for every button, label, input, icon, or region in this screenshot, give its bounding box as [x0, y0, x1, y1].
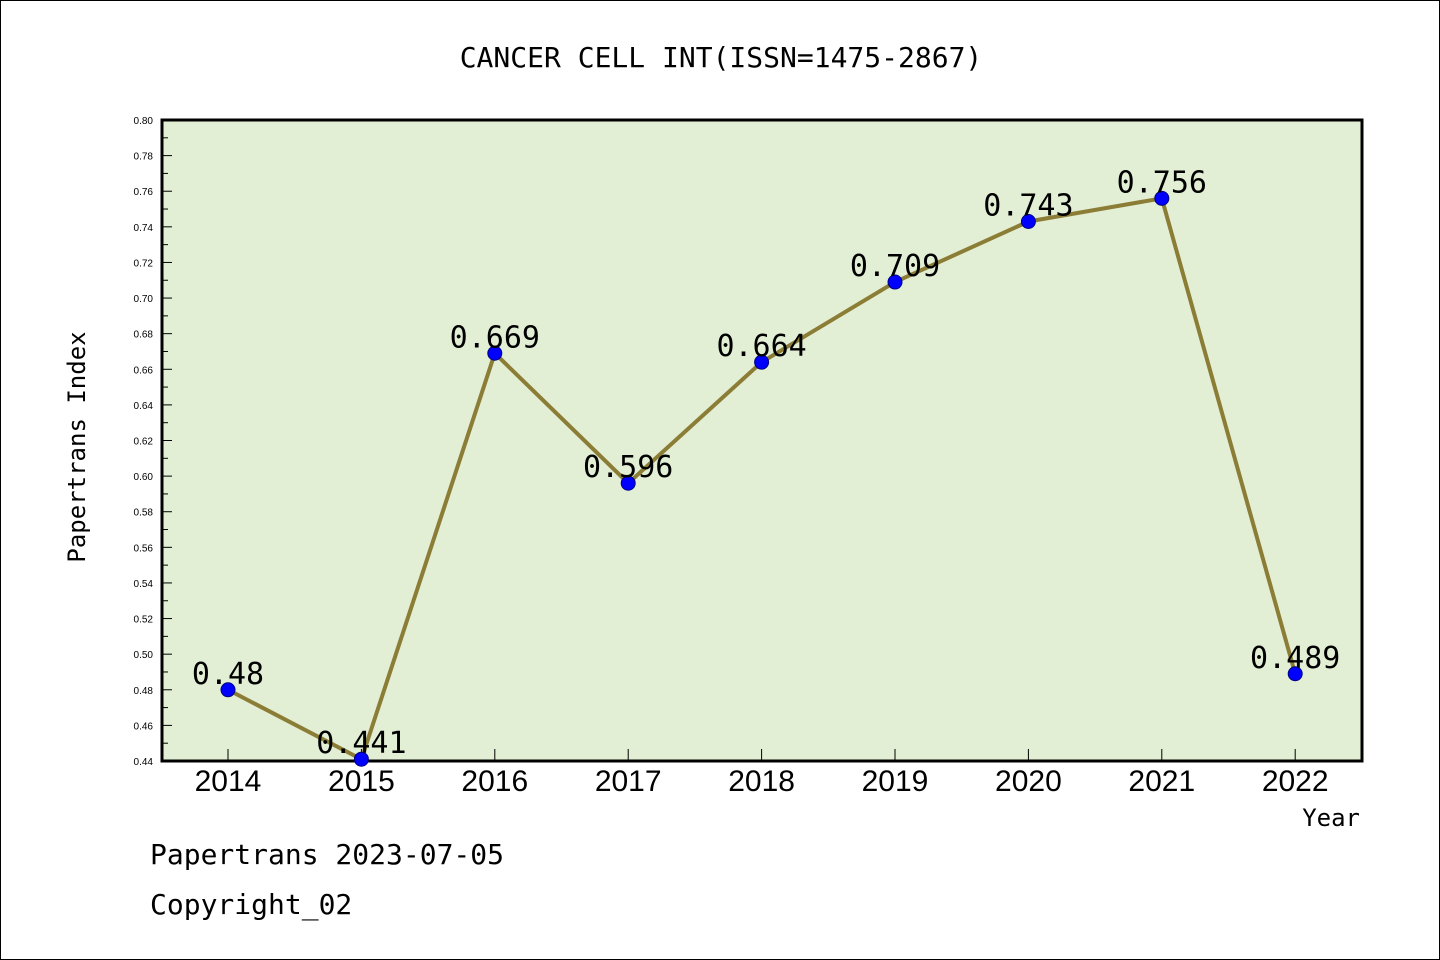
y-tick-label: 0.52	[134, 615, 154, 626]
plot-area	[160, 118, 1364, 763]
y-tick-label: 0.66	[134, 365, 154, 376]
data-point-marker	[754, 354, 770, 370]
y-tick-label: 0.76	[134, 187, 154, 198]
y-tick-label: 0.62	[134, 437, 154, 448]
data-label: 0.664	[716, 329, 806, 364]
footer-copyright: Copyright_02	[150, 888, 352, 922]
data-label: 0.441	[316, 726, 406, 761]
x-tick-label: 2021	[1128, 765, 1195, 798]
x-tick-label: 2015	[328, 765, 395, 798]
y-tick-label: 0.80	[134, 116, 154, 127]
data-point-marker	[487, 345, 503, 361]
data-label: 0.489	[1250, 641, 1340, 676]
y-tick-label: 0.74	[134, 223, 154, 234]
y-tick-label: 0.46	[134, 721, 154, 732]
y-tick-label: 0.72	[134, 258, 154, 269]
y-tick-label: 0.64	[134, 401, 154, 412]
data-label: 0.596	[583, 450, 673, 485]
y-tick-label: 0.50	[134, 650, 154, 661]
x-tick-label: 2020	[995, 765, 1062, 798]
y-axis-label: Papertrans Index	[63, 331, 91, 562]
footer-date: Papertrans 2023-07-05	[150, 838, 504, 871]
y-tick-label: 0.78	[134, 152, 154, 163]
y-tick-label: 0.60	[134, 472, 154, 483]
x-tick-label: 2022	[1262, 765, 1329, 798]
x-tick-label: 2018	[728, 765, 795, 798]
data-point-marker	[887, 274, 903, 290]
data-label: 0.743	[983, 188, 1073, 223]
x-tick-label: 2016	[461, 765, 528, 798]
y-tick-label: 0.48	[134, 686, 154, 697]
data-point-marker	[1020, 213, 1036, 229]
y-axis-ticks: 0.44 0.46 0.48 0.50 0.52 0.54 0.56 0.58 0.60 0.62…	[134, 116, 172, 768]
data-label: 0.669	[450, 320, 540, 355]
y-tick-label: 0.56	[134, 543, 154, 554]
x-axis-ticks: 2014 2015 2016 2017 2018 2019 2020 2021 2022	[195, 749, 1329, 798]
y-tick-label: 0.54	[134, 579, 154, 590]
x-tick-label: 2019	[862, 765, 929, 798]
y-tick-label: 0.44	[134, 757, 154, 768]
y-tick-label: 0.58	[134, 508, 154, 519]
y-tick-label: 0.68	[134, 330, 154, 341]
series-papertrans-index: 0.48 0.441 0.669 0.596 0.664 0.709 0.743 0.756 0…	[192, 165, 1340, 767]
x-axis-label: Year	[1302, 804, 1360, 832]
data-label: 0.709	[850, 249, 940, 284]
data-point-marker	[1154, 190, 1170, 206]
chart-title: CANCER CELL INT(ISSN=1475-2867)	[460, 41, 983, 74]
data-point-marker	[620, 475, 636, 491]
y-tick-label: 0.70	[134, 294, 154, 305]
data-point-marker	[1287, 666, 1303, 682]
x-tick-label: 2014	[195, 765, 262, 798]
x-tick-label: 2017	[595, 765, 662, 798]
data-label: 0.48	[192, 657, 264, 692]
data-point-marker	[353, 751, 369, 767]
data-label: 0.756	[1117, 165, 1207, 200]
data-point-marker	[220, 682, 236, 698]
